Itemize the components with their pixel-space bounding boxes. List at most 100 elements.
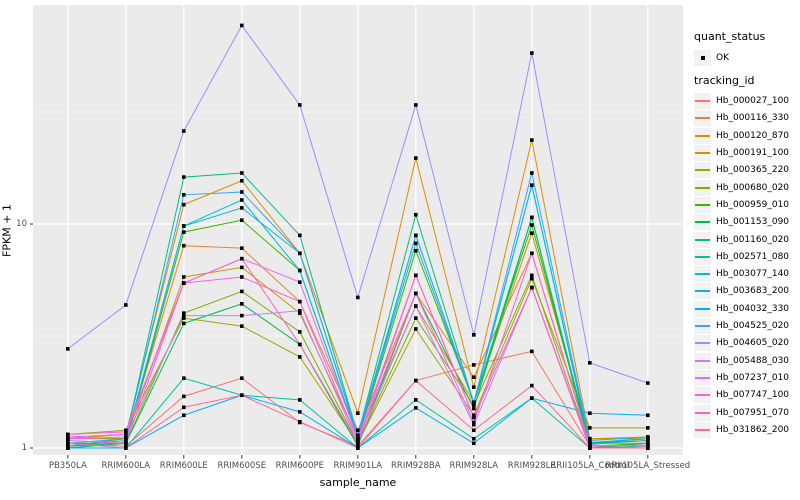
legend-item-label: Hb_003683_200 [716,286,790,297]
data-point [414,103,418,107]
data-point [182,413,186,418]
data-point [182,281,186,285]
legend-key-box [694,196,711,213]
data-point [414,378,418,383]
legend-line-swatch [695,290,710,293]
data-point [240,324,244,328]
data-point [414,398,418,402]
data-point [530,285,534,290]
data-point [472,333,476,337]
legend-item-label: OK [716,52,729,63]
data-point [182,376,186,380]
data-point [414,327,418,331]
legend-item: Hb_007237_010 [694,369,789,386]
data-point [530,276,534,281]
legend-key-box [694,404,711,421]
data-point [124,446,128,450]
legend-item-label: Hb_004605_020 [716,338,790,349]
data-point [240,206,244,210]
legend-item-label: Hb_000191_100 [716,148,790,159]
data-point [240,313,244,318]
data-point [182,243,186,248]
legend-line-swatch [695,238,710,241]
legend-line-swatch [695,307,710,310]
data-point [646,446,650,450]
data-point [298,233,302,238]
x-tick-label: RRII105LA_Stressed [605,461,691,471]
legend-line-swatch [695,203,710,206]
data-point [182,202,186,207]
legend-key-box [694,387,711,404]
data-point [472,385,476,389]
legend-line-swatch [695,186,710,189]
legend-line-swatch [695,100,710,103]
data-point [182,129,186,133]
data-point [472,375,476,380]
x-tick-label: PB350LA [48,461,87,471]
data-point [124,444,128,448]
data-point [182,230,186,234]
data-point [356,428,360,433]
y-tick-label: 10 [16,218,27,229]
data-point [414,406,418,410]
data-point [182,193,186,197]
data-point [182,321,186,326]
legend-item: Hb_002571_080 [694,248,789,265]
x-tick-label: RRIM600PE [275,461,324,471]
legend-item: Hb_003077_140 [694,266,789,283]
data-point [530,171,534,175]
x-tick-label: RRIM600LA [101,461,151,471]
legend-item-label: Hb_000116_330 [716,113,790,124]
data-point [356,446,360,450]
legend-line-swatch [695,342,710,345]
data-point [298,311,302,315]
data-point [530,138,534,142]
legend-line-swatch [695,255,710,258]
data-point [298,268,302,273]
legend-line-swatch [695,411,710,414]
legend-item-label: Hb_000365_220 [716,165,790,176]
data-point [530,383,534,388]
legend-line-swatch [695,134,710,137]
data-point [240,198,244,202]
x-tick-label: RRIM600LE [159,461,208,471]
legend-item-label: Hb_004525_020 [716,321,790,332]
x-tick-label: RRIM901LA [333,461,383,471]
data-point [356,411,360,416]
data-point [588,440,592,445]
legend-key-box [694,127,711,144]
y-tick-label: 1 [21,442,27,453]
data-point [356,444,360,448]
data-point [240,265,244,270]
legend-line-swatch [695,117,710,120]
legend-line-swatch [695,428,710,431]
data-point [472,401,476,405]
data-point [240,302,244,306]
x-tick-label: RRII105LA_Control [550,461,630,471]
data-point [66,438,70,443]
legend-line-swatch [695,359,710,362]
legend-item-label: Hb_000027_100 [716,96,790,107]
data-point [530,396,534,400]
legend-item: Hb_000191_100 [694,144,790,162]
legend-item-quant-status-ok: OK [694,49,729,66]
legend-item: Hb_000027_100 [694,93,789,110]
legend-item-label: Hb_000120_870 [716,130,790,141]
data-point [240,289,244,294]
data-point [588,361,592,365]
legend-title-tracking-id: tracking_id [694,74,755,87]
data-point [66,446,70,450]
data-point [356,295,360,300]
data-point [414,248,418,253]
legend-item: Hb_000365_220 [694,162,789,179]
data-point [646,381,650,385]
legend-item-label: Hb_007747_100 [716,390,790,401]
data-point [472,428,476,433]
legend-item: Hb_005488_030 [694,352,789,369]
legend-item: Hb_001160_020 [694,231,789,248]
data-point [588,438,592,443]
legend-item: Hb_031862_200 [694,421,789,438]
legend-key-box [694,214,711,231]
data-point [240,256,244,261]
